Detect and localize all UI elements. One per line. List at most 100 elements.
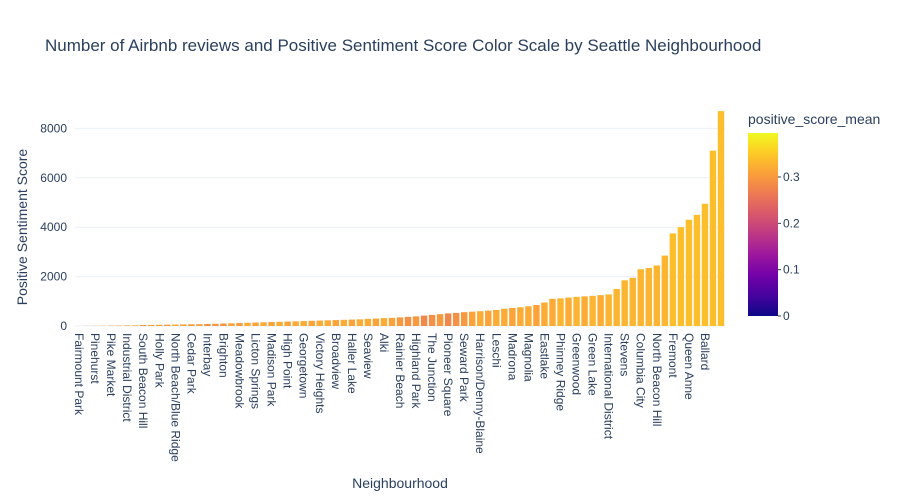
bar — [300, 321, 307, 326]
bar — [541, 302, 548, 326]
bar — [292, 321, 299, 326]
bar — [268, 322, 275, 326]
x-tick-label: Madrona — [505, 333, 519, 381]
x-tick-label: Industrial District — [120, 333, 134, 422]
bar — [140, 325, 147, 326]
bar — [709, 150, 717, 326]
bar — [388, 317, 396, 326]
bar — [581, 296, 588, 326]
x-tick-label: South Beacon Hill — [136, 333, 150, 428]
bar — [645, 267, 652, 326]
bar — [404, 316, 412, 326]
bar — [276, 321, 283, 326]
bar — [260, 322, 267, 326]
x-tick-label: High Point — [281, 333, 295, 389]
bar — [661, 255, 669, 326]
x-tick-label: Meadowbrook — [233, 333, 247, 409]
bar — [653, 265, 660, 326]
x-tick-label: Seaview — [361, 333, 375, 379]
bar — [372, 318, 380, 326]
bar — [693, 214, 701, 326]
bar — [573, 296, 580, 326]
bar — [460, 312, 468, 326]
x-tick-label: Harrison/Denny-Blaine — [473, 333, 487, 454]
x-tick-label: Licton Springs — [249, 333, 263, 409]
bar — [220, 323, 227, 326]
y-axis-title: Positive Sentiment Score — [14, 149, 30, 306]
colorbar-tick-label: 0.3 — [783, 170, 800, 184]
bar — [380, 318, 388, 326]
bar — [525, 306, 532, 326]
x-tick-label: Holly Park — [152, 333, 166, 389]
bar — [493, 309, 500, 326]
colorbar-title: positive_score_mean — [748, 111, 880, 127]
bar — [685, 219, 693, 326]
bar — [597, 295, 604, 326]
bar — [148, 324, 155, 326]
x-tick-label: Phinney Ridge — [553, 333, 567, 411]
bar — [477, 311, 484, 326]
bar — [485, 310, 492, 326]
y-tick-label: 0 — [60, 319, 67, 333]
bar — [131, 325, 139, 326]
x-tick-label: Brighton — [216, 333, 230, 378]
bar — [549, 298, 556, 326]
x-tick-label: Eastlake — [537, 333, 551, 379]
bar — [156, 324, 163, 326]
bar — [629, 277, 636, 326]
bar — [252, 322, 259, 326]
bar — [621, 280, 628, 326]
x-tick-label: Ballard — [698, 333, 712, 370]
bar — [332, 320, 340, 326]
y-tick-label: 6000 — [40, 171, 67, 185]
bar — [428, 314, 436, 326]
bar — [316, 320, 323, 326]
x-axis-title: Neighbourhood — [352, 475, 448, 491]
x-tick-label: Cedar Park — [184, 333, 198, 395]
bar — [589, 295, 596, 326]
bar — [436, 314, 444, 326]
bar — [444, 313, 452, 326]
bar — [180, 324, 187, 326]
bar — [348, 319, 356, 326]
bar — [244, 322, 251, 326]
bar — [340, 319, 348, 326]
x-tick-label: Green Lake — [586, 333, 600, 396]
bar — [196, 324, 203, 326]
x-tick-label: North Beacon Hill — [650, 333, 664, 426]
bar — [123, 325, 131, 326]
x-tick-label: The Junction — [425, 333, 439, 402]
bar — [509, 307, 516, 326]
x-tick-label: Leschi — [489, 333, 503, 368]
bar — [324, 320, 331, 326]
x-tick-label: Magnolia — [521, 333, 535, 382]
x-tick-label: Broadview — [329, 333, 343, 389]
x-tick-label: Greenwood — [570, 333, 584, 395]
x-tick-label: Columbia City — [634, 333, 648, 408]
bar — [212, 323, 219, 326]
bar — [164, 324, 171, 326]
x-tick-label: Fremont — [666, 333, 680, 378]
bar — [517, 307, 524, 326]
x-tick-label: Alki — [377, 333, 391, 352]
colorbar-tick-label: 0.1 — [783, 263, 800, 277]
colorbar-tick-label: 0 — [783, 309, 790, 323]
bar — [188, 324, 195, 326]
y-tick-label: 8000 — [40, 121, 67, 135]
x-tick-label: North Beach/Blue Ridge — [168, 333, 182, 462]
x-tick-label: Georgetown — [297, 333, 311, 398]
chart-title: Number of Airbnb reviews and Positive Se… — [45, 36, 761, 55]
bar — [669, 233, 677, 326]
x-tick-label: Victory Heights — [313, 333, 327, 413]
bar — [701, 203, 709, 326]
bar — [204, 324, 211, 326]
bar — [613, 288, 620, 326]
x-tick-label: International District — [602, 333, 616, 440]
bar — [452, 312, 460, 326]
x-tick-label: Pinehurst — [88, 333, 102, 384]
bar — [172, 324, 179, 326]
bar — [557, 298, 564, 326]
bar — [308, 320, 315, 326]
x-tick-label: Seward Park — [457, 333, 471, 403]
